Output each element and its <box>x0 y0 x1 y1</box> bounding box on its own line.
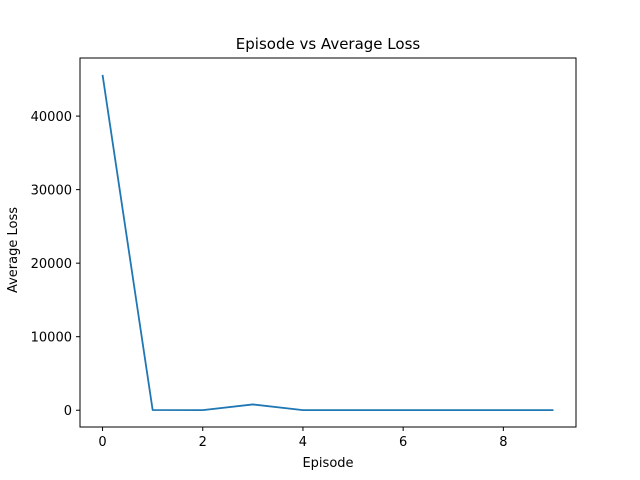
x-tick-label: 6 <box>399 435 407 450</box>
series-line-0 <box>101 74 554 412</box>
plot-frame <box>79 57 577 428</box>
x-axis-ticks: 0 2 4 6 8 <box>98 427 507 450</box>
y-tick-label: 40000 <box>31 110 72 125</box>
x-axis-label: Episode <box>302 456 353 471</box>
y-tick-label: 10000 <box>31 331 72 346</box>
x-tick-label: 4 <box>299 435 307 450</box>
plot-area <box>79 57 577 428</box>
y-axis-label: Average Loss <box>6 207 21 293</box>
y-tick-label: 20000 <box>31 257 72 272</box>
chart-title: Episode vs Average Loss <box>236 35 421 53</box>
x-tick-label: 8 <box>499 435 507 450</box>
y-tick-label: 0 <box>64 404 72 419</box>
x-tick-label: 2 <box>199 435 207 450</box>
x-tick-label: 0 <box>98 435 106 450</box>
y-tick-label: 30000 <box>31 184 72 199</box>
y-axis-ticks: 0 10000 20000 30000 40000 <box>31 110 80 419</box>
